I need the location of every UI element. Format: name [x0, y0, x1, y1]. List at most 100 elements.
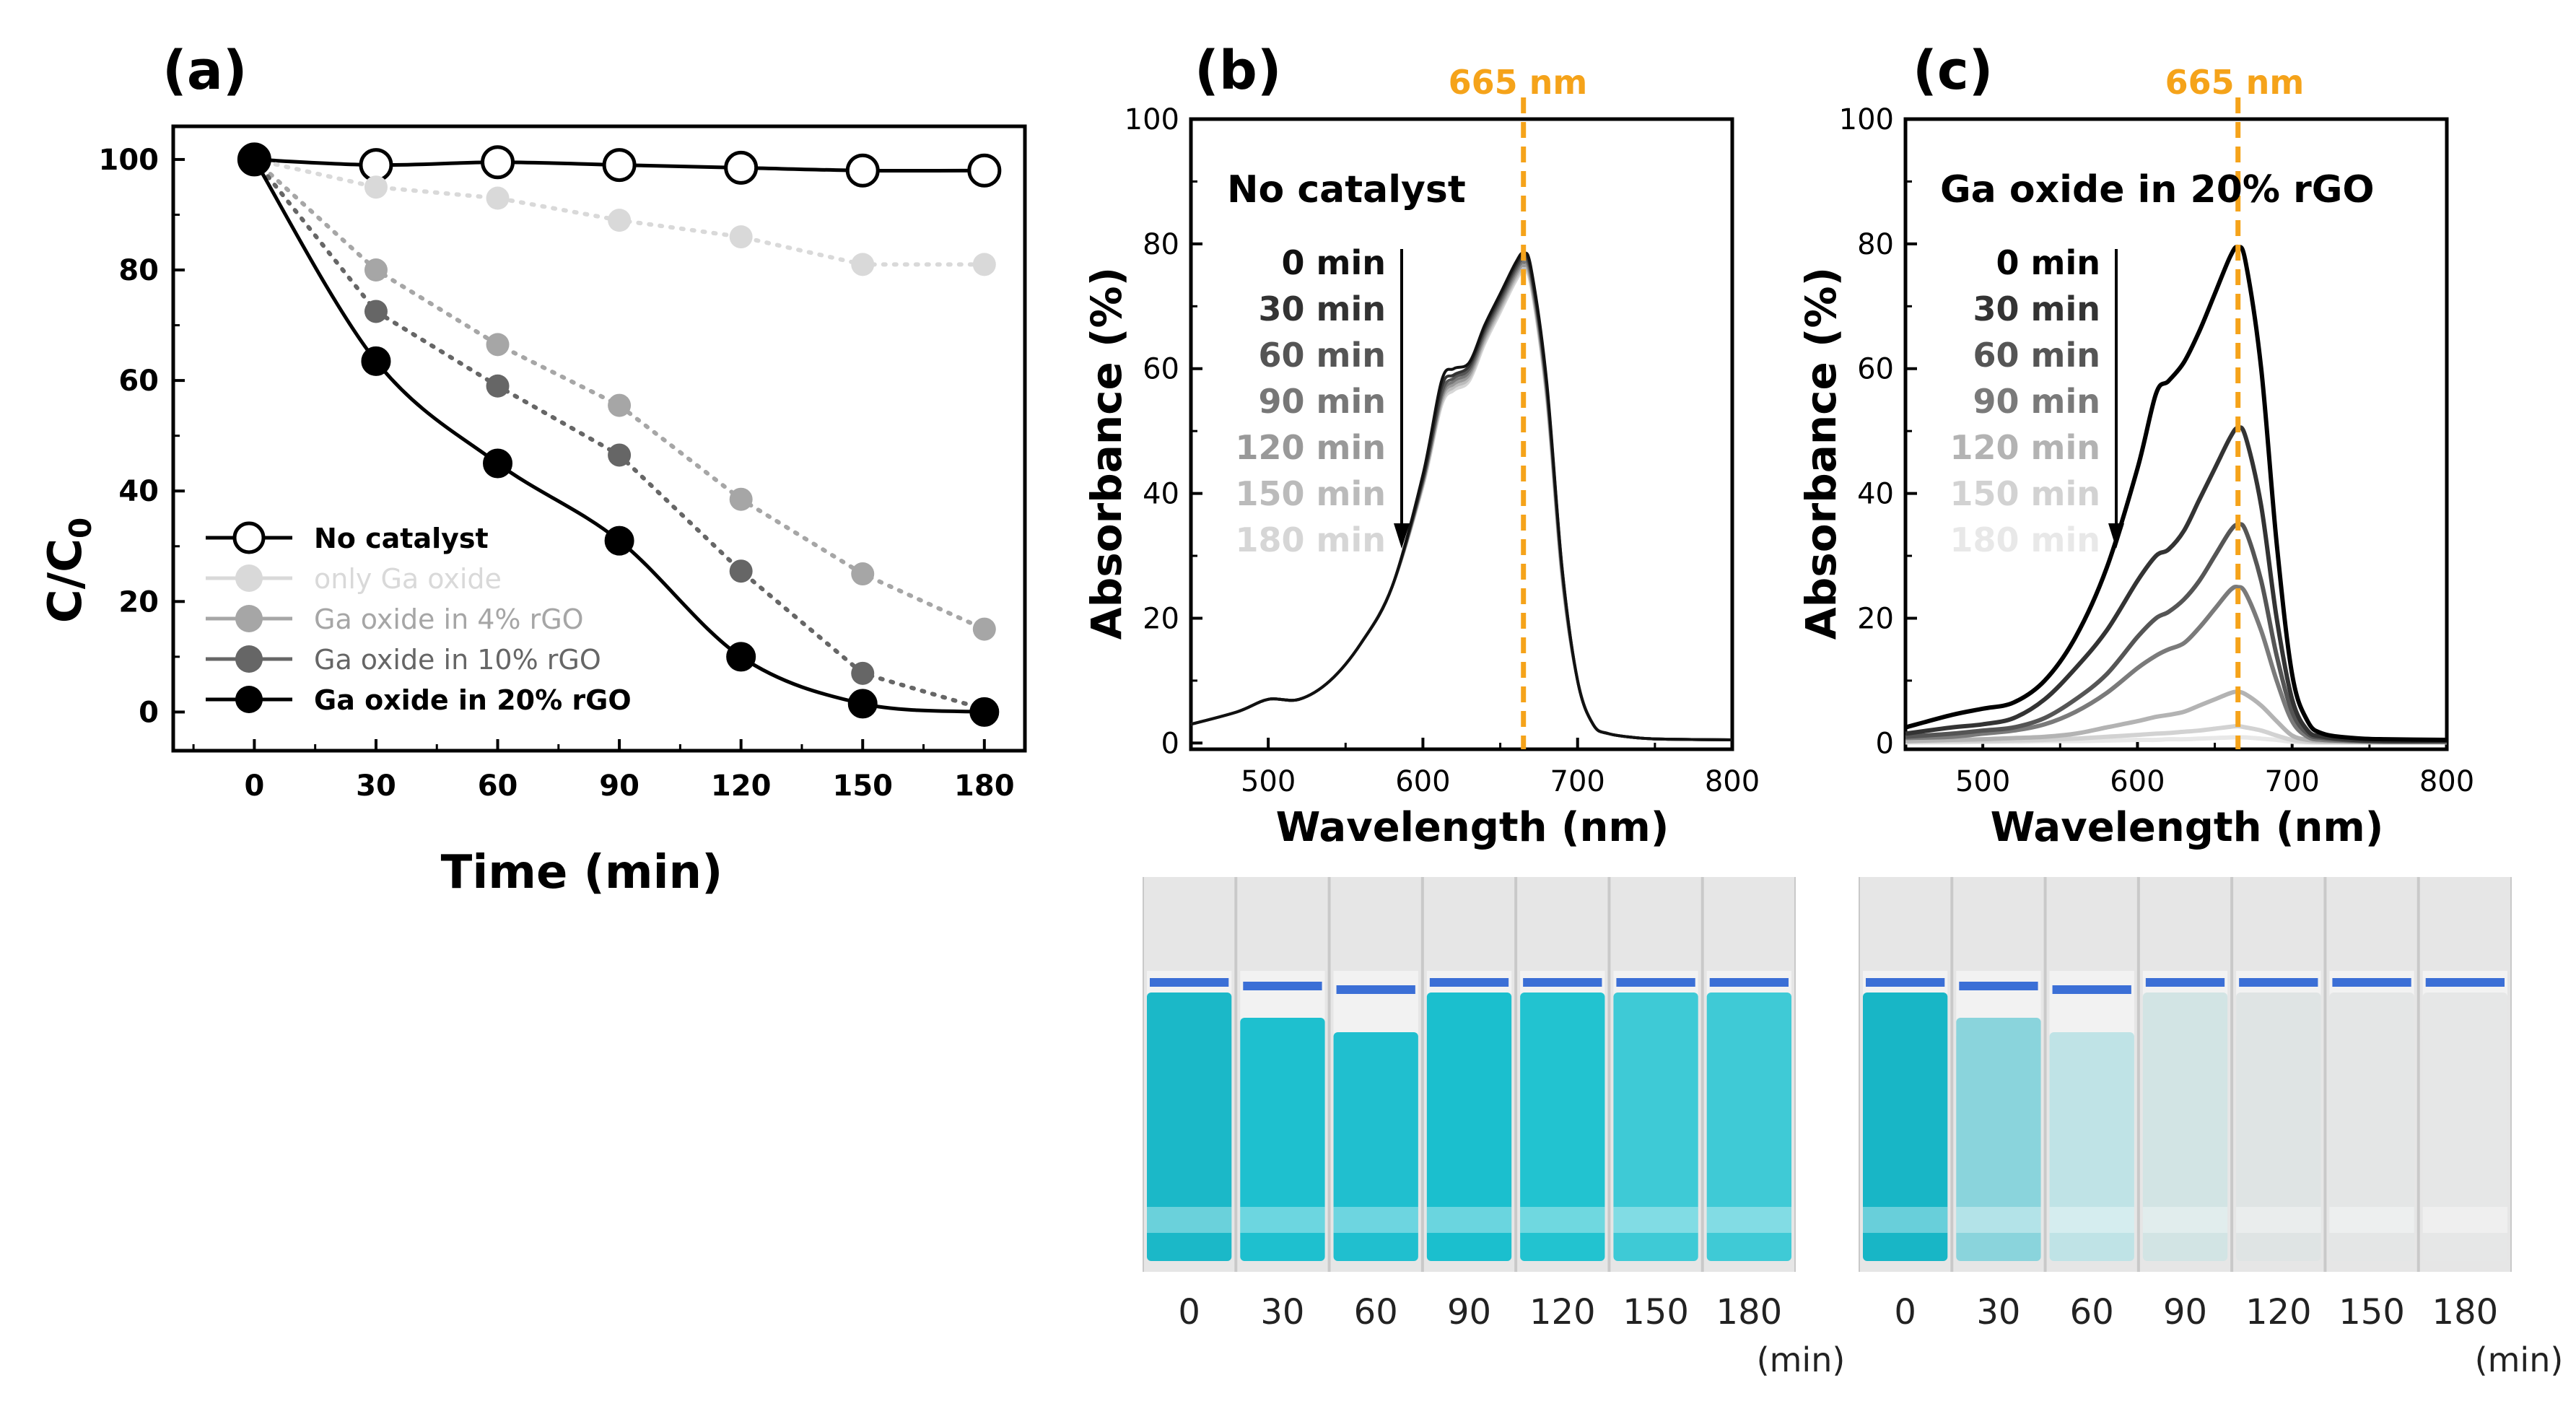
- data-point: [486, 333, 510, 357]
- time-label: 180 min: [1236, 520, 1386, 559]
- x-tick-label: 120: [711, 769, 772, 803]
- y-tick-label: 20: [1143, 602, 1179, 635]
- x-tick-label: 500: [1955, 765, 2010, 798]
- panel-a-ylabel-sub: 0: [63, 518, 98, 538]
- y-tick-label: 0: [1876, 727, 1894, 760]
- photo-c-unit: (min): [2475, 1340, 2564, 1379]
- photo-time-label: 60: [2070, 1292, 2114, 1332]
- plot-frame: [171, 124, 1027, 753]
- legend-marker: [235, 645, 263, 673]
- panel-c-time-labels: 0 min 30 min 60 min 90 min 120 min 150 min 180…: [1950, 243, 2124, 559]
- photo-time-label: 60: [1354, 1292, 1398, 1332]
- plot-frame: [1189, 117, 1734, 751]
- panel-a-label: (a): [162, 40, 248, 102]
- panel-a: (a) 0 30 60 90 120 150 180 0 20 40 60 80 100 Time (m…: [39, 40, 1027, 899]
- cuvette-liquid: [2329, 993, 2414, 1261]
- time-label: 30 min: [1259, 289, 1386, 328]
- photo-time-label: 90: [2163, 1292, 2207, 1332]
- panel-a-legend: No catalyst only Ga oxide Ga oxide in 4% r…: [206, 521, 632, 716]
- data-point: [364, 300, 388, 323]
- time-label: 30 min: [1973, 289, 2100, 328]
- data-point: [486, 186, 510, 210]
- panel-b-peak-label: 665 nm: [1449, 63, 1588, 102]
- cuvette-base-reflection: [2422, 1207, 2507, 1233]
- data-point: [483, 448, 513, 479]
- time-label: 150 min: [1950, 474, 2100, 513]
- cuvette-liquid: [1520, 993, 1605, 1261]
- spectrum-0-min: [1905, 244, 2448, 743]
- cuvette: [2419, 877, 2510, 1272]
- data-point: [486, 374, 510, 398]
- cuvette: [1517, 877, 1608, 1272]
- data-point: [967, 153, 1002, 188]
- time-label: 120 min: [1236, 428, 1386, 467]
- cuvette: [1860, 877, 1951, 1272]
- time-label: 60 min: [1973, 336, 2100, 375]
- legend-label: Ga oxide in 20% rGO: [314, 684, 632, 716]
- data-point: [608, 393, 632, 417]
- y-tick-label: 20: [1857, 602, 1894, 635]
- panel-a-plot: 0 30 60 90 120 150 180 0 20 40 60 80 100: [99, 124, 1027, 803]
- cuvette-base-reflection: [1613, 1207, 1698, 1233]
- y-tick-label: 100: [1125, 103, 1179, 136]
- cuvette-scale-mark: [1959, 982, 2038, 990]
- cuvette: [2326, 877, 2417, 1272]
- photo-time-label: 150: [1623, 1292, 1689, 1332]
- data-point: [851, 253, 875, 276]
- photo-time-label: 0: [1178, 1292, 1200, 1332]
- cuvette-base-reflection: [1147, 1207, 1232, 1233]
- panel-c-label: (c): [1913, 40, 1994, 102]
- x-tick-label: 700: [2265, 765, 2320, 798]
- panel-a-ylabel-main: C/C: [39, 538, 92, 623]
- data-point: [604, 525, 634, 556]
- y-tick-label: 60: [1143, 353, 1179, 386]
- cuvette: [2233, 877, 2324, 1272]
- x-tick-label: 180: [954, 769, 1015, 803]
- cuvette-scale-mark: [1866, 978, 1945, 987]
- cuvette-liquid: [1240, 1018, 1325, 1261]
- panel-b-title: No catalyst: [1227, 168, 1466, 211]
- data-point: [847, 689, 878, 719]
- data-point: [608, 443, 632, 467]
- time-label: 0 min: [1996, 243, 2100, 282]
- legend-marker: [232, 521, 266, 554]
- panel-c-title: Ga oxide in 20% rGO: [1940, 168, 2375, 211]
- time-label: 180 min: [1950, 520, 2100, 559]
- y-tick-label: 0: [1161, 727, 1179, 760]
- x-tick-label: 500: [1241, 765, 1296, 798]
- plot-frame: [1903, 117, 2449, 751]
- time-label: 90 min: [1973, 382, 2100, 421]
- cuvette: [1703, 877, 1794, 1272]
- time-label: 90 min: [1259, 382, 1386, 421]
- y-tick-label: 60: [1857, 353, 1894, 386]
- y-tick-label: 100: [1839, 103, 1894, 136]
- spectrum-30-min: [1905, 425, 2448, 743]
- cuvette-scale-mark: [1243, 982, 1322, 990]
- legend-label: only Ga oxide: [314, 563, 502, 595]
- photo-time-label: 0: [1894, 1292, 1916, 1332]
- panel-c-xlabel: Wavelength (nm): [1991, 804, 2384, 851]
- data-point: [239, 144, 269, 175]
- data-point: [364, 175, 388, 199]
- data-point: [364, 258, 388, 282]
- x-tick-label: 800: [1705, 765, 1760, 798]
- x-tick-label: 150: [832, 769, 893, 803]
- cuvette: [2139, 877, 2231, 1272]
- cuvette-base-reflection: [2329, 1207, 2414, 1233]
- panel-a-ylabel: C/C0: [39, 518, 98, 624]
- cuvette-scale-mark: [1336, 985, 1415, 994]
- data-point: [969, 697, 1000, 727]
- data-point: [724, 150, 759, 185]
- panel-b-xlabel: Wavelength (nm): [1276, 804, 1669, 851]
- photo-b-unit: (min): [1757, 1340, 1846, 1379]
- panel-b-ylabel: Absorbance (%): [1082, 267, 1131, 640]
- cuvette: [2046, 877, 2137, 1272]
- cuvette-scale-mark: [2052, 985, 2131, 994]
- cuvette-base-reflection: [2049, 1207, 2134, 1233]
- cuvette-base-reflection: [1240, 1207, 1325, 1233]
- cuvette: [1144, 877, 1235, 1272]
- y-tick-label: 40: [1143, 478, 1179, 511]
- legend-label: Ga oxide in 10% rGO: [314, 644, 601, 676]
- cuvette: [1953, 877, 2044, 1272]
